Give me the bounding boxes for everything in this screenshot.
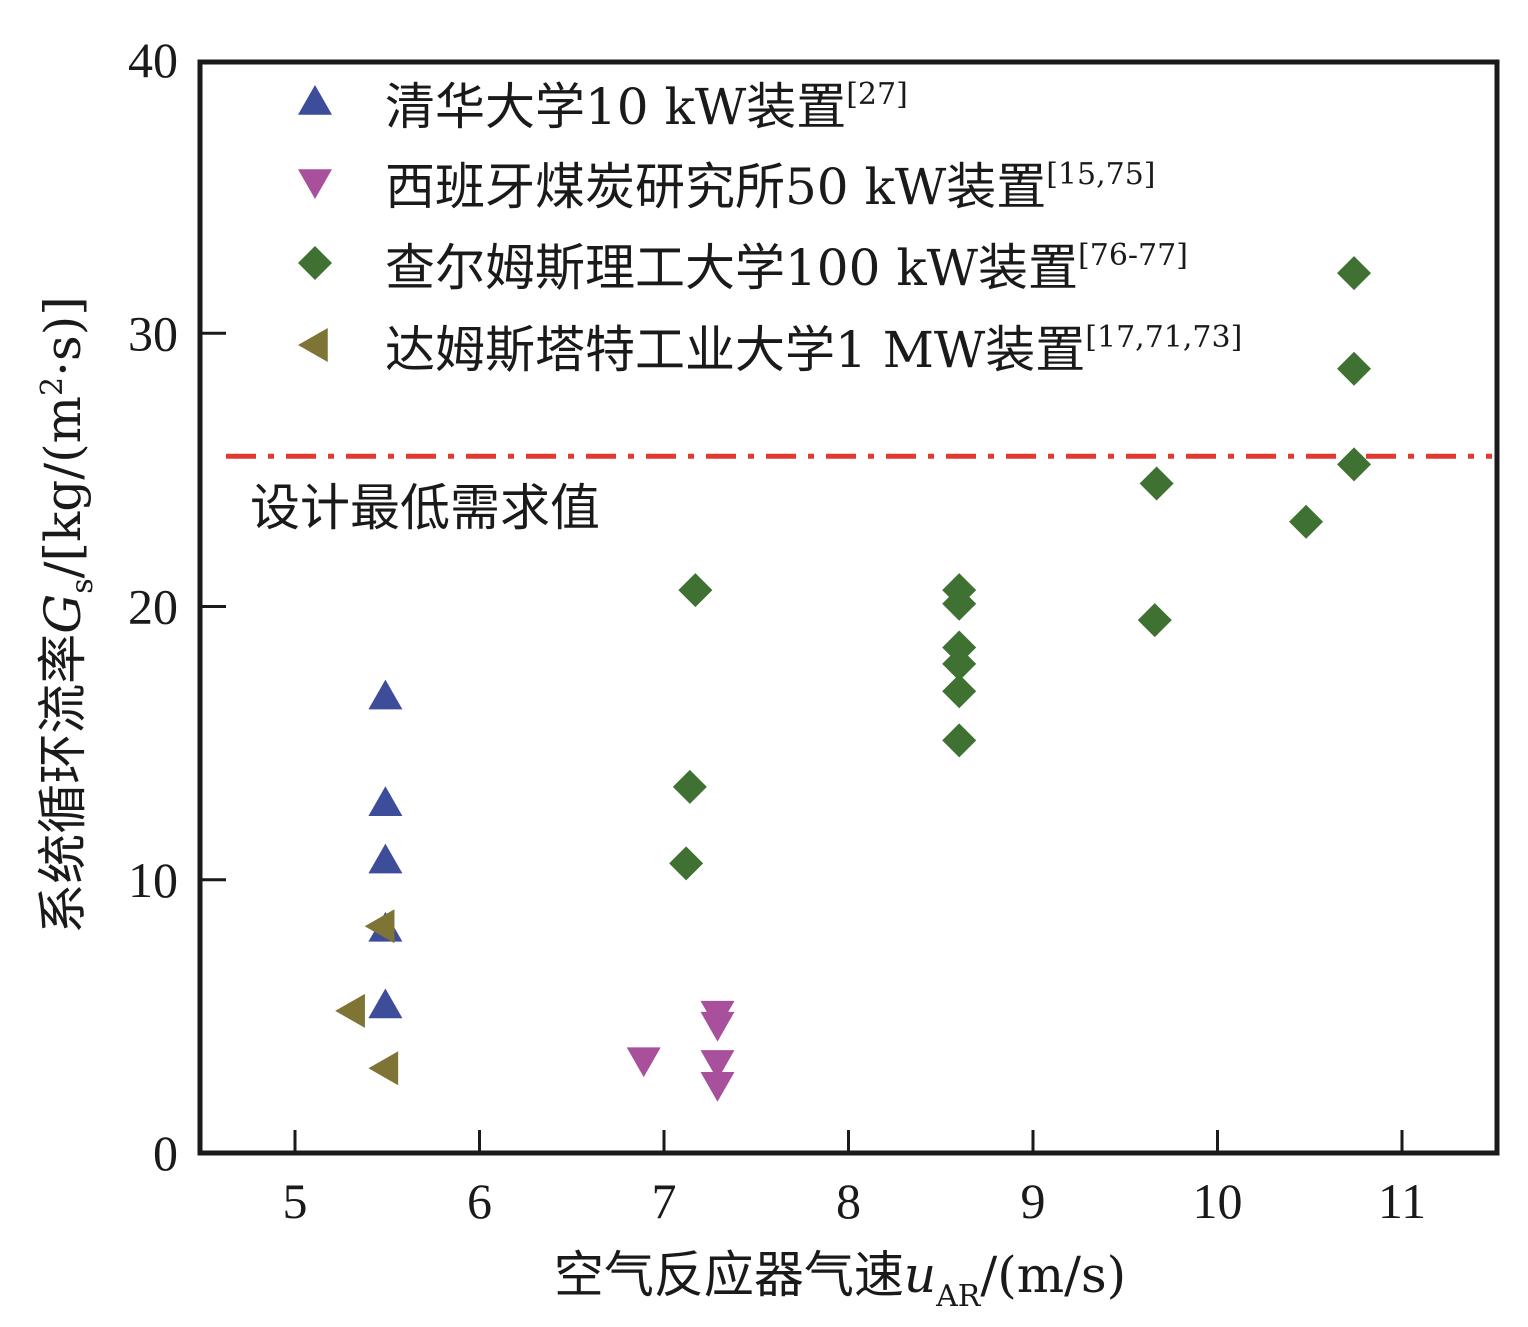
data-point-diamond xyxy=(1139,466,1174,501)
y-tick-label: 30 xyxy=(128,305,178,361)
legend-entry-reference: [27] xyxy=(846,77,908,112)
x-tick-label: 10 xyxy=(1193,1173,1243,1229)
legend-entry-name: 清华大学10 kW装置 xyxy=(385,78,846,136)
data-point-diamond xyxy=(942,674,977,709)
x-tick-label: 6 xyxy=(467,1173,492,1229)
legend-entry-label: 查尔姆斯理工大学100 kW装置[76-77] xyxy=(385,238,1188,297)
legend-marker-triangle-down xyxy=(298,169,332,199)
legend-marker-triangle-left xyxy=(298,328,328,362)
y-axis-title-unit-sup: 2 xyxy=(35,377,70,396)
data-point-triangle-up xyxy=(368,786,403,816)
y-axis: 0 10 20 30 40 xyxy=(128,32,226,1181)
legend-entry-reference: [15,75] xyxy=(1046,157,1155,192)
data-point-diamond xyxy=(672,769,707,804)
x-tick-label: 11 xyxy=(1378,1173,1426,1229)
y-axis-title-subscript: s xyxy=(65,578,100,593)
data-point-diamond xyxy=(1137,603,1172,638)
y-axis-title-symbol: G xyxy=(34,594,92,634)
data-point-triangle-left xyxy=(335,993,365,1028)
data-point-diamond xyxy=(1337,256,1372,291)
legend-entry-name: 达姆斯塔特工业大学1 MW装置 xyxy=(385,321,1085,379)
data-point-triangle-down xyxy=(700,1050,735,1080)
y-tick-label: 40 xyxy=(128,32,178,88)
y-axis-title-unit-prefix: /[kg/(m xyxy=(34,396,92,578)
data-point-diamond xyxy=(1289,504,1324,539)
reference-line-label: 设计最低需求值 xyxy=(250,479,600,537)
data-point-diamond xyxy=(942,586,977,621)
data-point-diamond xyxy=(678,573,713,608)
legend-entry-reference: [17,71,73] xyxy=(1085,320,1242,355)
legend-entry-name: 西班牙煤炭研究所50 kW装置 xyxy=(385,158,1046,216)
data-points xyxy=(335,256,1372,1102)
y-tick-label: 0 xyxy=(153,1125,178,1181)
x-axis-title-unit: /(m/s) xyxy=(980,1246,1126,1304)
legend-entry-label: 达姆斯塔特工业大学1 MW装置[17,71,73] xyxy=(385,320,1242,379)
data-point-triangle-up xyxy=(368,988,403,1019)
data-point-triangle-up xyxy=(368,843,403,874)
x-axis-title: 空气反应器气速uAR/(m/s) xyxy=(554,1246,1126,1314)
data-point-triangle-down xyxy=(626,1047,661,1078)
x-axis-title-main: 空气反应器气速 xyxy=(554,1246,904,1304)
y-tick-label: 20 xyxy=(128,579,178,635)
data-point-triangle-down xyxy=(700,1011,735,1042)
y-axis-title: 系统循环流率Gs/[kg/(m2·s)] xyxy=(34,296,100,933)
data-point-triangle-up xyxy=(368,679,403,710)
x-tick-label: 7 xyxy=(652,1173,677,1229)
x-axis-title-symbol: u xyxy=(904,1246,936,1304)
legend-marker-diamond xyxy=(298,246,332,280)
x-tick-label: 5 xyxy=(283,1173,308,1229)
data-point-triangle-down xyxy=(700,1071,735,1102)
y-axis-title-main: 系统循环流率 xyxy=(34,634,92,934)
legend-entry-reference: [76-77] xyxy=(1078,238,1188,273)
x-tick-label: 9 xyxy=(1021,1173,1046,1229)
data-point-diamond xyxy=(1337,351,1372,386)
data-point-triangle-left xyxy=(368,1051,399,1086)
y-axis-title-unit-suffix: ·s)] xyxy=(34,296,92,377)
data-point-diamond xyxy=(942,723,977,758)
data-point-diamond xyxy=(942,646,977,681)
data-point-diamond xyxy=(1337,447,1372,482)
y-tick-label: 10 xyxy=(128,852,178,908)
data-point-triangle-left xyxy=(364,909,395,944)
legend-entry-name: 查尔姆斯理工大学100 kW装置 xyxy=(385,239,1078,297)
legend-entry-label: 清华大学10 kW装置[27] xyxy=(385,77,908,136)
legend: 清华大学10 kW装置[27] 西班牙煤炭研究所50 kW装置[15,75] 查尔姆… xyxy=(298,77,1242,379)
legend-marker-triangle-up xyxy=(298,85,332,115)
plot-area-frame xyxy=(197,59,1500,1156)
data-point-diamond xyxy=(669,846,704,881)
x-axis: 5 6 7 8 9 10 11 xyxy=(283,1130,1426,1229)
x-tick-label: 8 xyxy=(836,1173,861,1229)
x-axis-title-subscript: AR xyxy=(935,1279,982,1314)
legend-entry-label: 西班牙煤炭研究所50 kW装置[15,75] xyxy=(385,157,1156,216)
